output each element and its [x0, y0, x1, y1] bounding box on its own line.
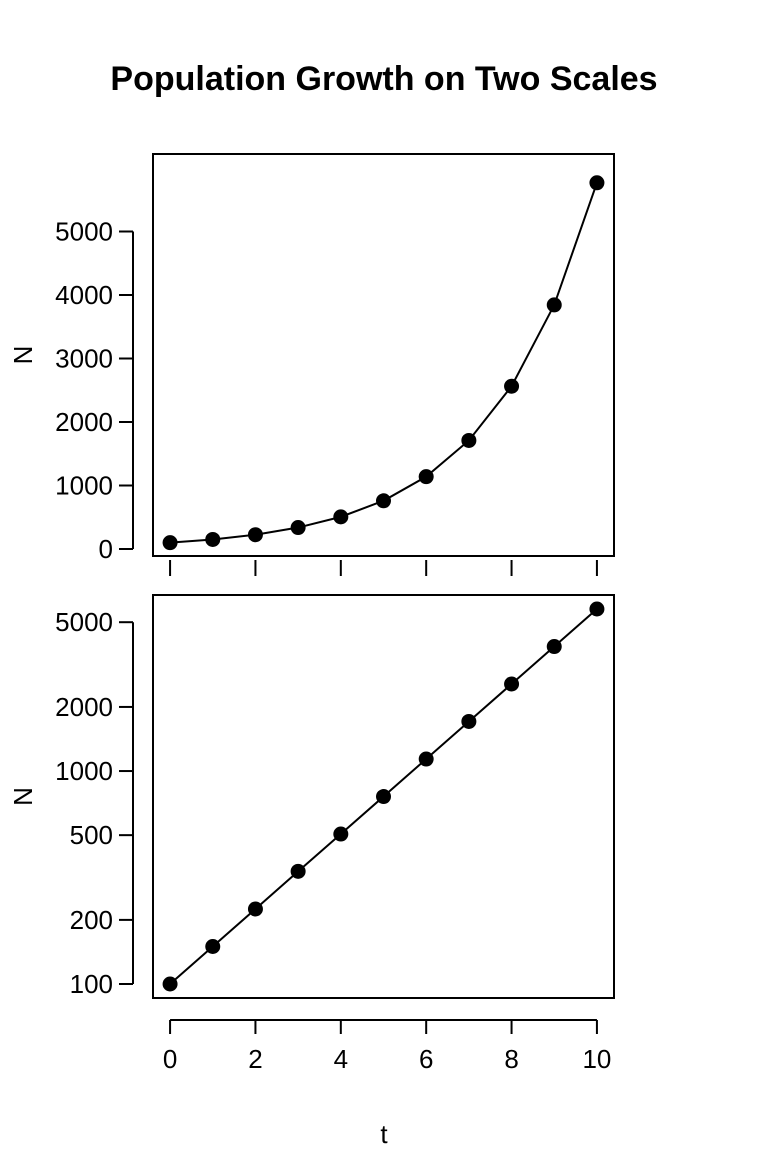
- data-point: [589, 175, 605, 191]
- x-tick-label: 8: [504, 1044, 518, 1074]
- panels-group: 010002000300040005000N100200500100020005…: [8, 153, 615, 1074]
- panel-2-frame: [152, 594, 615, 999]
- data-point: [290, 520, 306, 536]
- data-point: [418, 751, 434, 767]
- data-point: [546, 297, 562, 313]
- data-point: [162, 535, 178, 551]
- y-tick-label: 4000: [55, 280, 113, 310]
- data-point: [290, 863, 306, 879]
- y-tick-label: 500: [70, 820, 113, 850]
- y-tick-label: 200: [70, 905, 113, 935]
- y-tick-label: 1000: [55, 471, 113, 501]
- y-tick-label: 5000: [55, 217, 113, 247]
- data-point: [546, 639, 562, 655]
- data-point: [205, 939, 221, 955]
- y-tick-label: 2000: [55, 407, 113, 437]
- y-axis-label: N: [8, 346, 38, 365]
- x-tick-label: 0: [163, 1044, 177, 1074]
- data-point: [205, 531, 221, 547]
- panel-2: 100 200 500 1000 2000 5000 N 0 2 4 6 8 10: [8, 594, 615, 1074]
- series-line: [169, 182, 598, 544]
- y-tick-label: 2000: [55, 692, 113, 722]
- y-axis-label: N: [8, 787, 38, 806]
- y-tick-label: 3000: [55, 344, 113, 374]
- data-point: [333, 509, 349, 525]
- x-axis-label: t: [380, 1119, 388, 1149]
- y-tick-label: 100: [70, 969, 113, 999]
- x-tick-label: 2: [248, 1044, 262, 1074]
- data-point: [589, 601, 605, 617]
- panel-1-frame: [152, 153, 615, 557]
- y-tick-label: 0: [99, 534, 113, 564]
- data-point: [247, 527, 263, 543]
- y-tick-label: 5000: [55, 607, 113, 637]
- data-point: [162, 976, 178, 992]
- panel-1: 0 1000 2000 3000 4000 5000 N: [8, 153, 615, 576]
- data-point: [418, 469, 434, 485]
- data-point: [504, 378, 520, 394]
- chart-title: Population Growth on Two Scales: [110, 60, 657, 98]
- data-point: [376, 789, 391, 805]
- data-point: [247, 901, 263, 917]
- data-point: [333, 826, 349, 842]
- x-tick-label: 10: [582, 1044, 611, 1074]
- y-tick-label: 1000: [55, 756, 113, 786]
- data-point: [461, 713, 477, 729]
- data-point: [461, 432, 477, 448]
- x-tick-label: 4: [334, 1044, 348, 1074]
- x-tick-label: 6: [419, 1044, 433, 1074]
- data-point: [376, 493, 391, 509]
- data-point: [504, 676, 520, 692]
